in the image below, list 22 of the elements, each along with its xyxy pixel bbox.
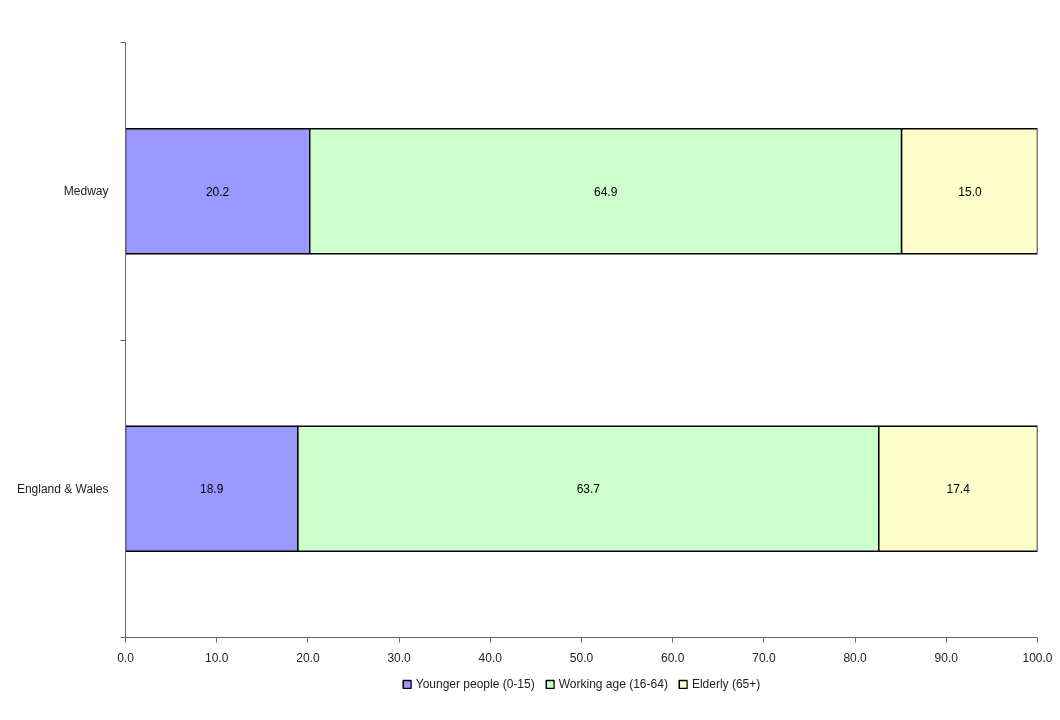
y-tick-label: England & Wales (16, 481, 109, 496)
x-tick-label: 100.0 (1022, 650, 1053, 665)
x-tick-label: 20.0 (296, 650, 320, 665)
x-tick-label: 60.0 (661, 650, 685, 665)
x-tick-label: 10.0 (205, 650, 229, 665)
x-tick-label: 70.0 (752, 650, 776, 665)
x-tick-label: 50.0 (569, 650, 594, 665)
legend-label: Younger people (0-15) (415, 677, 535, 691)
x-tick-label: 30.0 (387, 650, 412, 665)
data-label: 18.9 (200, 482, 224, 497)
x-tick-label: 0.0 (117, 650, 135, 665)
legend-label: Working age (16-64) (558, 677, 668, 691)
x-tick-label: 40.0 (478, 650, 503, 665)
data-label: 63.7 (576, 482, 601, 497)
y-tick-label: Medway (63, 184, 109, 199)
legend-label: Elderly (65+) (691, 677, 761, 691)
data-label: 17.4 (946, 482, 971, 497)
x-tick-label: 90.0 (934, 650, 959, 665)
x-tick-label: 80.0 (843, 650, 868, 665)
data-label: 20.2 (205, 184, 230, 199)
data-label: 15.0 (958, 184, 983, 199)
data-label: 64.9 (593, 184, 618, 199)
